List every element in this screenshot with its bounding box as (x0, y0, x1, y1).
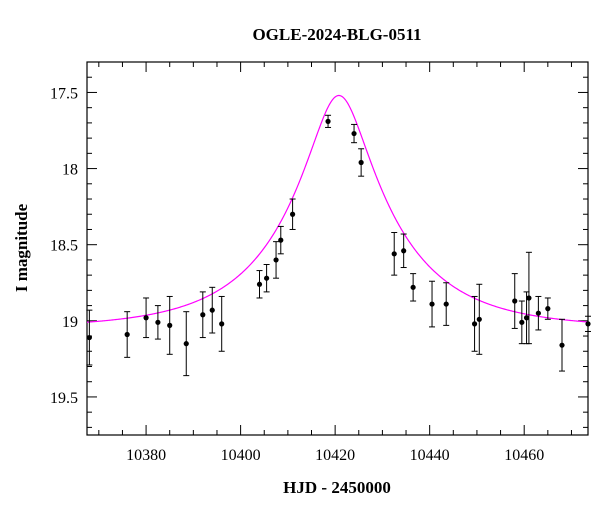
data-point (154, 305, 161, 340)
point-marker (545, 306, 551, 312)
point-marker (325, 118, 331, 124)
y-tick-label: 18.5 (50, 238, 78, 255)
point-marker (391, 251, 397, 257)
point-marker (155, 319, 161, 325)
point-marker (167, 322, 173, 328)
x-tick-label: 10380 (126, 447, 166, 464)
point-marker (256, 281, 263, 287)
point-marker (443, 301, 449, 307)
data-point (273, 241, 280, 279)
data-point (391, 232, 398, 276)
data-point (429, 280, 436, 328)
data-point (277, 225, 284, 255)
y-tick-label: 19.5 (50, 390, 78, 407)
data-point (518, 300, 525, 345)
data-point (585, 315, 591, 332)
model-curve (86, 94, 589, 323)
x-tick-label: 10420 (315, 447, 355, 464)
data-point (511, 273, 518, 329)
point-marker (289, 211, 296, 217)
point-marker (429, 301, 435, 307)
point-marker (358, 159, 364, 166)
point-marker (209, 307, 215, 313)
data-point (143, 297, 150, 339)
data-points (86, 114, 591, 377)
data-point (471, 295, 478, 352)
data-point (166, 295, 173, 355)
data-point (209, 286, 216, 334)
plot-frame (86, 61, 589, 436)
point-marker (273, 257, 279, 263)
data-point (535, 295, 542, 331)
data-point (358, 148, 365, 177)
point-marker (523, 315, 530, 321)
data-point (544, 297, 551, 320)
y-axis-ticks (87, 61, 588, 428)
point-marker (86, 334, 92, 341)
x-axis-tick-labels: 10380 10400 10420 10440 10460 (126, 447, 544, 464)
point-marker (264, 275, 270, 281)
point-marker (278, 237, 284, 243)
plot-area: 10380 10400 10420 10440 10460 17.5 18 18.5 19 19… (50, 61, 591, 464)
data-point (289, 198, 296, 230)
point-marker (143, 315, 149, 321)
data-point (124, 311, 131, 358)
x-axis-label: HJD - 2450000 (283, 478, 391, 497)
data-point (351, 123, 358, 144)
point-marker (200, 312, 206, 318)
data-point (525, 251, 532, 345)
point-marker (559, 342, 565, 348)
point-marker (585, 321, 591, 327)
point-marker (535, 310, 541, 316)
point-marker (476, 316, 482, 322)
data-point (400, 233, 407, 269)
point-marker (401, 248, 407, 254)
data-point (218, 295, 225, 352)
point-marker (471, 321, 478, 327)
y-axis-label: I magnitude (12, 203, 31, 292)
point-marker (183, 341, 189, 347)
data-point (199, 291, 206, 339)
data-point (443, 282, 450, 326)
point-marker (124, 331, 130, 338)
point-marker (512, 298, 518, 304)
data-point (86, 309, 93, 366)
data-point (410, 273, 417, 302)
point-marker (410, 284, 416, 290)
data-point (476, 283, 483, 355)
data-point (263, 263, 270, 293)
data-point (183, 311, 190, 377)
chart-title: OGLE-2024-BLG-0511 (252, 25, 421, 44)
x-tick-label: 10460 (504, 447, 544, 464)
data-point (559, 318, 566, 372)
y-axis-tick-labels: 17.5 18 18.5 19 19.5 (50, 85, 78, 406)
data-point (256, 270, 263, 299)
point-marker (526, 295, 532, 301)
point-marker (519, 319, 525, 325)
data-point (325, 114, 332, 128)
y-tick-label: 17.5 (50, 85, 78, 102)
y-tick-label: 18 (62, 162, 78, 179)
point-marker (351, 130, 357, 137)
y-tick-label: 19 (62, 314, 78, 331)
x-tick-label: 10440 (410, 447, 450, 464)
point-marker (219, 321, 225, 327)
x-axis-ticks (98, 62, 572, 435)
x-tick-label: 10400 (221, 447, 261, 464)
